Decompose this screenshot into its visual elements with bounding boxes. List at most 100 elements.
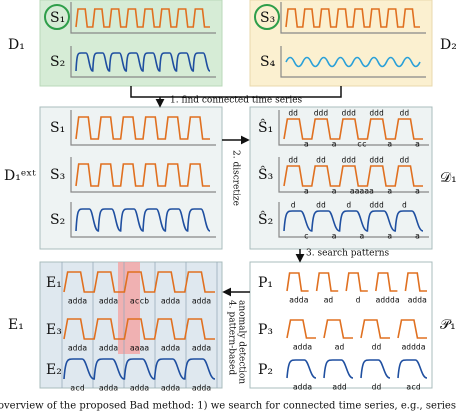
axis [70,110,216,146]
symbol-label: ddd [369,201,384,210]
pattern-code: adda [99,384,118,393]
pattern-code: acd [70,384,85,393]
step-label: 1. find connected time series [170,96,303,106]
pattern-code: adda [289,296,308,305]
d1-box [39,0,223,87]
symbol-label: ddd [314,109,329,118]
time-series [360,359,391,379]
pattern-code: acd [406,383,421,392]
pattern-code: adda [68,344,87,353]
group-label: 𝒟₁ [440,170,457,186]
symbol-label: a [387,187,392,196]
time-series [75,8,210,28]
pattern-code: add [332,383,347,392]
axis [278,202,429,238]
symbol-label: ddd [342,156,357,165]
pattern-code: addda [376,296,400,305]
axis [70,2,216,34]
time-series [63,358,216,380]
time-series [375,272,398,292]
pattern-code: adda [192,297,211,306]
symbol-label: a [304,187,309,196]
step-label: 3. search patterns [306,249,390,259]
step-label: 4. pattern-based [227,300,237,375]
symbol-label: cc [357,140,367,149]
caption: overview of the proposed Bad method: 1) … [0,401,456,412]
pattern-code: adda [99,344,118,353]
dext-box [39,106,223,250]
series-label: Ŝ₁ [258,118,273,136]
time-series [285,56,421,68]
pattern-code: adda [161,297,180,306]
pattern-code: adda [408,296,427,305]
series-label: P₁ [258,275,273,291]
series-label: S₃ [50,167,65,183]
symbol-label: dd [288,109,298,118]
axis [280,2,426,34]
time-series [315,272,339,292]
time-series [397,359,428,379]
symbol-label: a [415,232,420,241]
time-series [286,359,317,379]
time-series [63,318,215,340]
pattern-code: adda [130,384,149,393]
axis [70,46,216,78]
series-label: S₄ [260,54,276,70]
pattern-code: aaaa [130,344,149,353]
highlight-circle [44,4,70,30]
axis [278,110,429,146]
symbol-label: aaaaa [350,187,374,196]
time-series [75,208,211,232]
pattern-code: adda [161,344,180,353]
series-label: E₃ [46,322,62,338]
time-series [360,319,390,339]
pattern-code: ad [324,296,334,305]
axis [70,157,216,193]
symbol-label: a [387,140,392,149]
symbol-label: a [359,232,364,241]
symbol-label: dd [400,156,410,165]
symbol-label: d [402,201,407,210]
symbol-label: a [387,232,392,241]
series-label: E₂ [46,362,62,378]
series-label: P₂ [258,362,273,378]
symbol-label: a [332,140,337,149]
axis [280,46,426,78]
series-label: S₁ [50,120,65,136]
pattern-code: adda [293,343,312,352]
time-series [75,52,211,72]
group-label: 𝒫₁ [440,317,456,333]
series-label: Ŝ₂ [258,210,273,228]
pattern-code: adda [192,344,211,353]
symbol-label: dd [316,156,326,165]
symbol-label: d [291,201,296,210]
symbol-label: dd [316,201,326,210]
step-label: anomaly detection [237,300,247,384]
symbol-label: a [415,140,420,149]
time-series [283,165,423,187]
time-series [75,116,210,140]
series-label: E₁ [46,275,62,291]
pattern-code: dd [372,383,382,392]
series-label: S₁ [50,10,65,26]
time-series [286,272,309,292]
time-series [63,271,215,293]
symbol-label: a [304,140,309,149]
pattern-code: adda [68,297,87,306]
symbol-label: d [346,201,351,210]
time-series [285,8,420,28]
axis [70,202,216,238]
pattern-code: ad [335,343,345,352]
time-series [404,272,427,292]
pattern-code: d [356,296,361,305]
symbol-label: dd [288,156,298,165]
series-label: S₃ [260,10,275,26]
series-label: S₂ [50,212,65,228]
pattern-code: adda [99,297,118,306]
group-label: D₁ᵉˣᵗ [4,168,36,184]
group-label: D₂ [440,37,457,53]
pattern-code: adda [161,384,180,393]
symbol-label: a [415,187,420,196]
axis [278,157,429,193]
time-series [323,359,354,379]
